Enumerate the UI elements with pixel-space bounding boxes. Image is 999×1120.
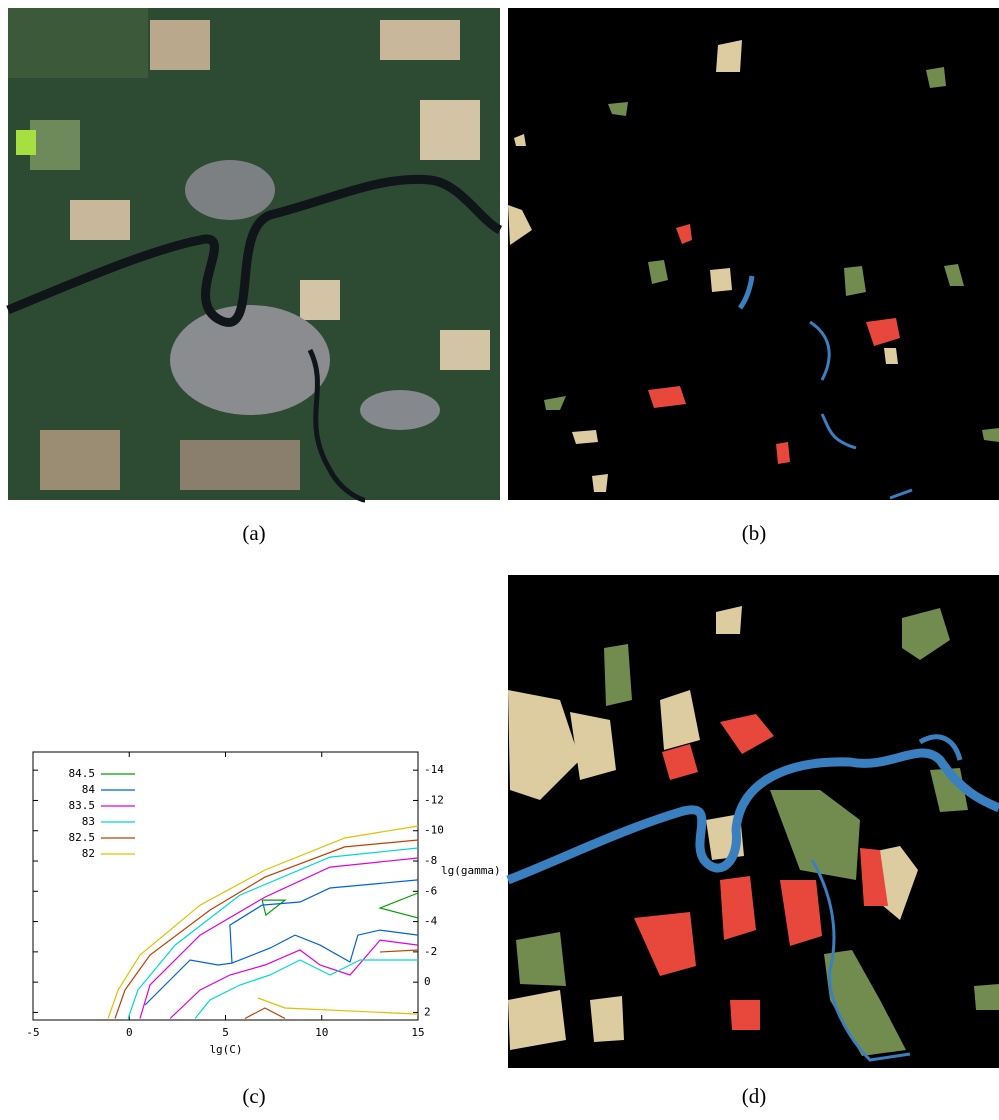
contour-line	[145, 880, 418, 1005]
caption: (b)	[742, 521, 767, 545]
x-tick-label: 15	[411, 1026, 424, 1039]
caption: (d)	[742, 1084, 767, 1108]
contour-line	[140, 858, 418, 1019]
x-tick-label: 10	[315, 1026, 328, 1039]
contour-line	[262, 893, 418, 918]
caption: (a)	[242, 521, 265, 545]
training-map	[508, 8, 999, 500]
legend-label: 84	[82, 783, 96, 796]
y-tick-label: -12	[424, 793, 444, 806]
y-tick-label: -2	[424, 945, 437, 958]
x-axis-label: lg(C)	[209, 1043, 242, 1056]
legend-label: 82	[82, 847, 95, 860]
classification-map	[508, 575, 999, 1068]
figure: lg(C) lg(gamma) (a) (b) (c) (d) -5 0 5 10 15…	[0, 0, 999, 1115]
y-axis-label: lg(gamma)	[441, 864, 501, 877]
contour-line	[108, 826, 418, 1019]
legend-label: 83	[82, 815, 95, 828]
caption: (c)	[242, 1084, 265, 1108]
legend-label: 84.5	[69, 767, 96, 780]
y-tick-label: 2	[424, 1005, 431, 1018]
y-tick-label: -6	[424, 884, 437, 897]
satellite-image	[8, 8, 500, 500]
legend-label: 82.5	[69, 831, 96, 844]
y-tick-label: 0	[424, 975, 431, 988]
y-tick-label: -4	[424, 915, 438, 928]
x-tick-label: 0	[126, 1026, 133, 1039]
legend-label: 83.5	[69, 799, 96, 812]
x-tick-label: -5	[26, 1026, 39, 1039]
y-tick-label: -10	[424, 824, 444, 837]
y-tick-label: -8	[424, 854, 437, 867]
y-tick-label: -14	[424, 763, 444, 776]
contour-line	[115, 840, 418, 1019]
x-tick-label: 5	[222, 1026, 229, 1039]
